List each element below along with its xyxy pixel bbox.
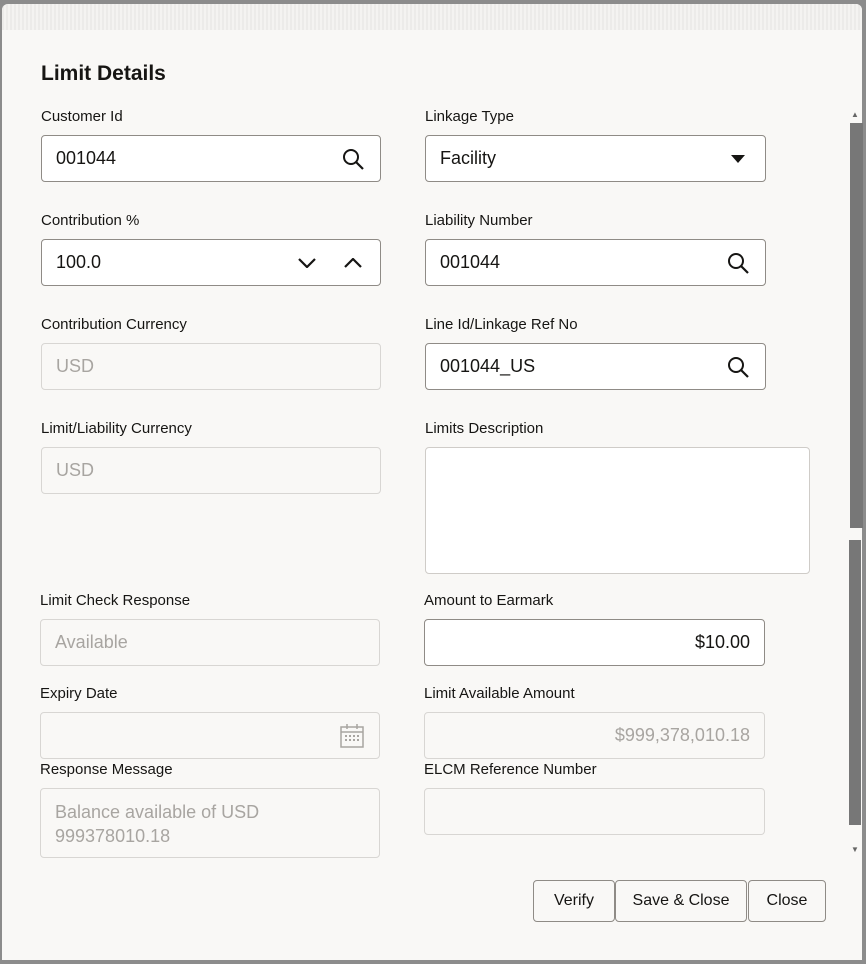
liability-number-input[interactable]: 001044: [425, 239, 766, 286]
elcm-reference-label: ELCM Reference Number: [424, 761, 597, 778]
limit-available-amount-input: $999,378,010.18: [424, 712, 765, 759]
scroll-up-arrow-icon[interactable]: ▲: [851, 110, 859, 119]
expiry-date-label: Expiry Date: [40, 685, 118, 702]
limit-available-amount-label: Limit Available Amount: [424, 685, 575, 702]
contribution-currency-label: Contribution Currency: [41, 316, 187, 333]
calendar-icon[interactable]: [339, 723, 365, 749]
linkage-type-select[interactable]: Facility: [425, 135, 766, 182]
page-title: Limit Details: [41, 62, 166, 85]
expiry-date-input[interactable]: [40, 712, 380, 759]
contribution-currency-value: USD: [56, 356, 95, 376]
contribution-pct-value: 100.0: [56, 252, 102, 272]
customer-id-label: Customer Id: [41, 108, 123, 125]
amount-to-earmark-value: $10.00: [694, 632, 750, 652]
limit-currency-label: Limit/Liability Currency: [41, 420, 192, 437]
scrollbar-thumb[interactable]: [850, 123, 863, 528]
line-id-value: 001044_US: [440, 356, 536, 376]
search-icon[interactable]: [340, 146, 366, 172]
amount-to-earmark-label: Amount to Earmark: [424, 592, 554, 609]
scroll-down-arrow-icon[interactable]: ▼: [851, 845, 859, 854]
limit-check-response-input: Available: [40, 619, 380, 666]
limits-description-textarea[interactable]: [425, 447, 810, 574]
caret-down-icon: [725, 146, 751, 172]
response-message-value: Balance available of USD 999378010.18: [55, 802, 260, 846]
line-id-input[interactable]: 001044_US: [425, 343, 766, 390]
dialog-title-bar[interactable]: [2, 4, 862, 30]
customer-id-value: 001044: [56, 148, 117, 168]
customer-id-input[interactable]: 001044: [41, 135, 381, 182]
linkage-type-label: Linkage Type: [425, 108, 514, 125]
limit-check-response-value: Available: [55, 632, 128, 652]
scrollbar-thumb-lower[interactable]: [849, 540, 861, 825]
linkage-type-value: Facility: [440, 148, 497, 168]
amount-to-earmark-input[interactable]: $10.00: [424, 619, 765, 666]
search-icon[interactable]: [725, 250, 751, 276]
close-button[interactable]: Close: [748, 880, 826, 922]
contribution-pct-stepper[interactable]: 100.0: [41, 239, 381, 286]
search-icon[interactable]: [725, 354, 751, 380]
limit-currency-value: USD: [56, 460, 95, 480]
response-message-label: Response Message: [40, 761, 173, 778]
response-message-textarea: Balance available of USD 999378010.18: [40, 788, 380, 858]
save-close-button[interactable]: Save & Close: [615, 880, 747, 922]
contribution-pct-label: Contribution %: [41, 212, 140, 229]
liability-number-value: 001044: [440, 252, 501, 272]
liability-number-label: Liability Number: [425, 212, 533, 229]
chevron-up-icon[interactable]: [340, 250, 366, 276]
limit-currency-input: USD: [41, 447, 381, 494]
contribution-currency-input: USD: [41, 343, 381, 390]
limit-check-response-label: Limit Check Response: [40, 592, 191, 609]
line-id-label: Line Id/Linkage Ref No: [425, 316, 578, 333]
verify-button[interactable]: Verify: [533, 880, 615, 922]
elcm-reference-input: [424, 788, 765, 835]
limit-available-amount-value: $999,378,010.18: [614, 725, 750, 745]
chevron-down-icon[interactable]: [294, 250, 320, 276]
limits-description-label: Limits Description: [425, 420, 544, 437]
